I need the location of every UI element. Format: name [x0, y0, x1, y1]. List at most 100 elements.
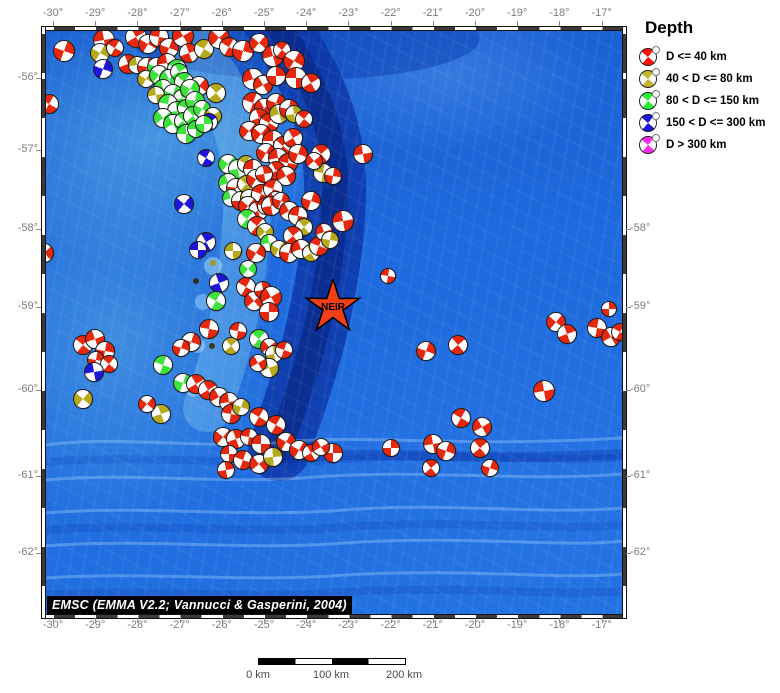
beachball-B — [189, 241, 207, 259]
lat-label-left: -58° — [17, 222, 38, 234]
beachball-R — [380, 268, 396, 284]
legend-title: Depth — [645, 18, 694, 37]
beachball-Y — [151, 404, 171, 424]
seafloor-texture — [45, 30, 622, 614]
lon-label-bottom: -20° — [464, 619, 486, 631]
legend-items: D <= 40 km 40 < D <= 80 km 80 < D <= 150 k… — [639, 46, 765, 156]
star-icon — [304, 279, 362, 332]
lon-label-top: -29° — [85, 7, 106, 19]
legend-item-label: D > 300 km — [666, 139, 727, 151]
neir-star-marker: NEIR — [304, 279, 362, 332]
beachball-Y — [263, 447, 283, 467]
lon-label-bottom: -29° — [85, 619, 106, 631]
scale-label: 100 km — [312, 669, 350, 681]
tick-bottom — [348, 618, 350, 623]
lon-label-top: -19° — [507, 7, 528, 19]
beachball-B — [197, 149, 215, 167]
legend-icon-outline-circle — [652, 134, 660, 142]
tick-top — [306, 21, 308, 26]
lon-label-bottom: -27° — [169, 619, 190, 631]
map-scale-bar — [258, 658, 406, 665]
legend-icon-outline-circle — [652, 90, 660, 98]
star-label: NEIR — [321, 302, 346, 313]
beachball-legend-icon — [639, 134, 660, 154]
legend-item-label: 80 < D <= 150 km — [666, 95, 760, 107]
beachball-Y — [232, 398, 250, 416]
beachball-G — [239, 260, 257, 278]
beachball-R — [301, 73, 321, 93]
beachball-G — [195, 115, 213, 133]
legend-item: 40 < D <= 80 km — [639, 68, 765, 90]
tick-bottom — [601, 618, 603, 623]
beachball-R — [470, 438, 490, 458]
lon-label-top: -26° — [211, 7, 232, 19]
beachball-Y — [321, 231, 339, 249]
beachball-R — [249, 354, 267, 372]
legend-icon-outline-circle — [652, 68, 660, 76]
beachball-Y — [222, 337, 240, 355]
lat-label-left: -56° — [17, 71, 38, 83]
beachball-legend-icon — [639, 112, 660, 132]
island-dot — [209, 343, 215, 349]
island-dot — [193, 278, 199, 284]
lat-label-left: -60° — [17, 383, 38, 395]
beachball-B — [93, 59, 113, 79]
lon-label-top: -24° — [296, 7, 317, 19]
tick-top — [475, 21, 476, 26]
tick-top — [53, 21, 54, 26]
beachball-R — [266, 66, 286, 86]
legend-item: D > 300 km — [639, 134, 765, 156]
beachball-R — [305, 152, 323, 170]
lat-label-right: -61° — [630, 469, 651, 481]
lon-label-top: -18° — [549, 7, 570, 19]
beachball-R — [53, 40, 75, 62]
tick-top — [264, 21, 265, 26]
tick-top — [559, 21, 561, 26]
tick-left — [36, 78, 41, 79]
lon-label-bottom: -28° — [127, 619, 148, 631]
legend-item: 80 < D <= 150 km — [639, 90, 765, 112]
beachball-R — [448, 335, 468, 355]
tick-bottom — [264, 618, 265, 623]
tick-bottom — [306, 618, 308, 623]
lon-label-bottom: -25° — [253, 619, 275, 631]
beachball-R — [382, 439, 400, 457]
map-frame-right — [622, 26, 627, 619]
beachball-B — [174, 194, 194, 214]
tick-top — [221, 21, 223, 26]
tick-left — [36, 476, 41, 477]
legend-item-label: D <= 40 km — [666, 51, 727, 63]
scale-label: 0 km — [246, 669, 270, 681]
beachball-R — [106, 39, 124, 57]
tick-right — [626, 307, 631, 308]
lon-label-top: -17° — [591, 7, 612, 19]
lat-label-left: -61° — [17, 469, 38, 481]
tick-right — [626, 229, 631, 230]
lat-label-left: -62° — [17, 546, 38, 558]
map-frame-left — [41, 26, 46, 619]
beachball-R — [45, 243, 54, 263]
beachball-R — [436, 441, 456, 461]
tick-top — [517, 21, 519, 26]
legend-item-label: 150 < D <= 300 km — [666, 117, 766, 129]
beachball-layer — [45, 30, 622, 614]
beachball-R — [533, 380, 555, 402]
lon-label-bottom: -24° — [296, 619, 317, 631]
tick-right — [626, 390, 631, 391]
beachball-R — [45, 94, 59, 114]
lon-label-top: -27° — [169, 7, 190, 19]
lon-label-bottom: -23° — [338, 619, 359, 631]
beachball-legend-icon — [639, 68, 660, 88]
beachball-R — [276, 166, 296, 186]
beachball-R — [138, 395, 156, 413]
tick-top — [137, 21, 139, 26]
beachball-R — [266, 415, 286, 435]
beachball-R — [416, 341, 436, 361]
bathymetry-map: NEIR — [45, 30, 622, 614]
lon-label-bottom: -18° — [549, 619, 570, 631]
lon-label-top: -21° — [422, 7, 443, 19]
beachball-R — [275, 341, 293, 359]
beachball-R — [422, 459, 440, 477]
lat-label-right: -58° — [630, 222, 651, 234]
